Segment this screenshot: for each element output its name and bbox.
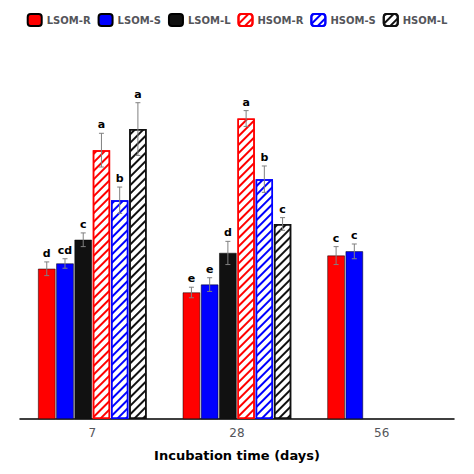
svg-text:HSOM-R: HSOM-R <box>258 15 304 26</box>
svg-text:d: d <box>43 247 51 260</box>
svg-text:HSOM-S: HSOM-S <box>330 15 375 26</box>
svg-text:b: b <box>260 151 268 164</box>
svg-text:28: 28 <box>229 426 244 440</box>
svg-text:7: 7 <box>89 426 97 440</box>
svg-text:LSOM-R: LSOM-R <box>47 15 91 26</box>
svg-text:Incubation time (days): Incubation time (days) <box>154 448 320 463</box>
svg-text:LSOM-S: LSOM-S <box>118 15 161 26</box>
svg-text:a: a <box>134 88 141 101</box>
svg-text:e: e <box>188 272 195 285</box>
svg-text:c: c <box>351 229 358 242</box>
svg-text:LSOM-L: LSOM-L <box>188 15 231 26</box>
svg-text:cd: cd <box>58 244 72 257</box>
svg-text:HSOM-L: HSOM-L <box>403 15 448 26</box>
svg-text:c: c <box>333 232 340 245</box>
svg-text:a: a <box>242 96 249 109</box>
svg-text:a: a <box>98 118 105 131</box>
svg-text:d: d <box>224 226 232 239</box>
svg-text:c: c <box>80 218 87 231</box>
svg-text:c: c <box>279 203 286 216</box>
svg-text:e: e <box>206 263 213 276</box>
svg-text:b: b <box>116 172 124 185</box>
svg-text:56: 56 <box>374 426 389 440</box>
